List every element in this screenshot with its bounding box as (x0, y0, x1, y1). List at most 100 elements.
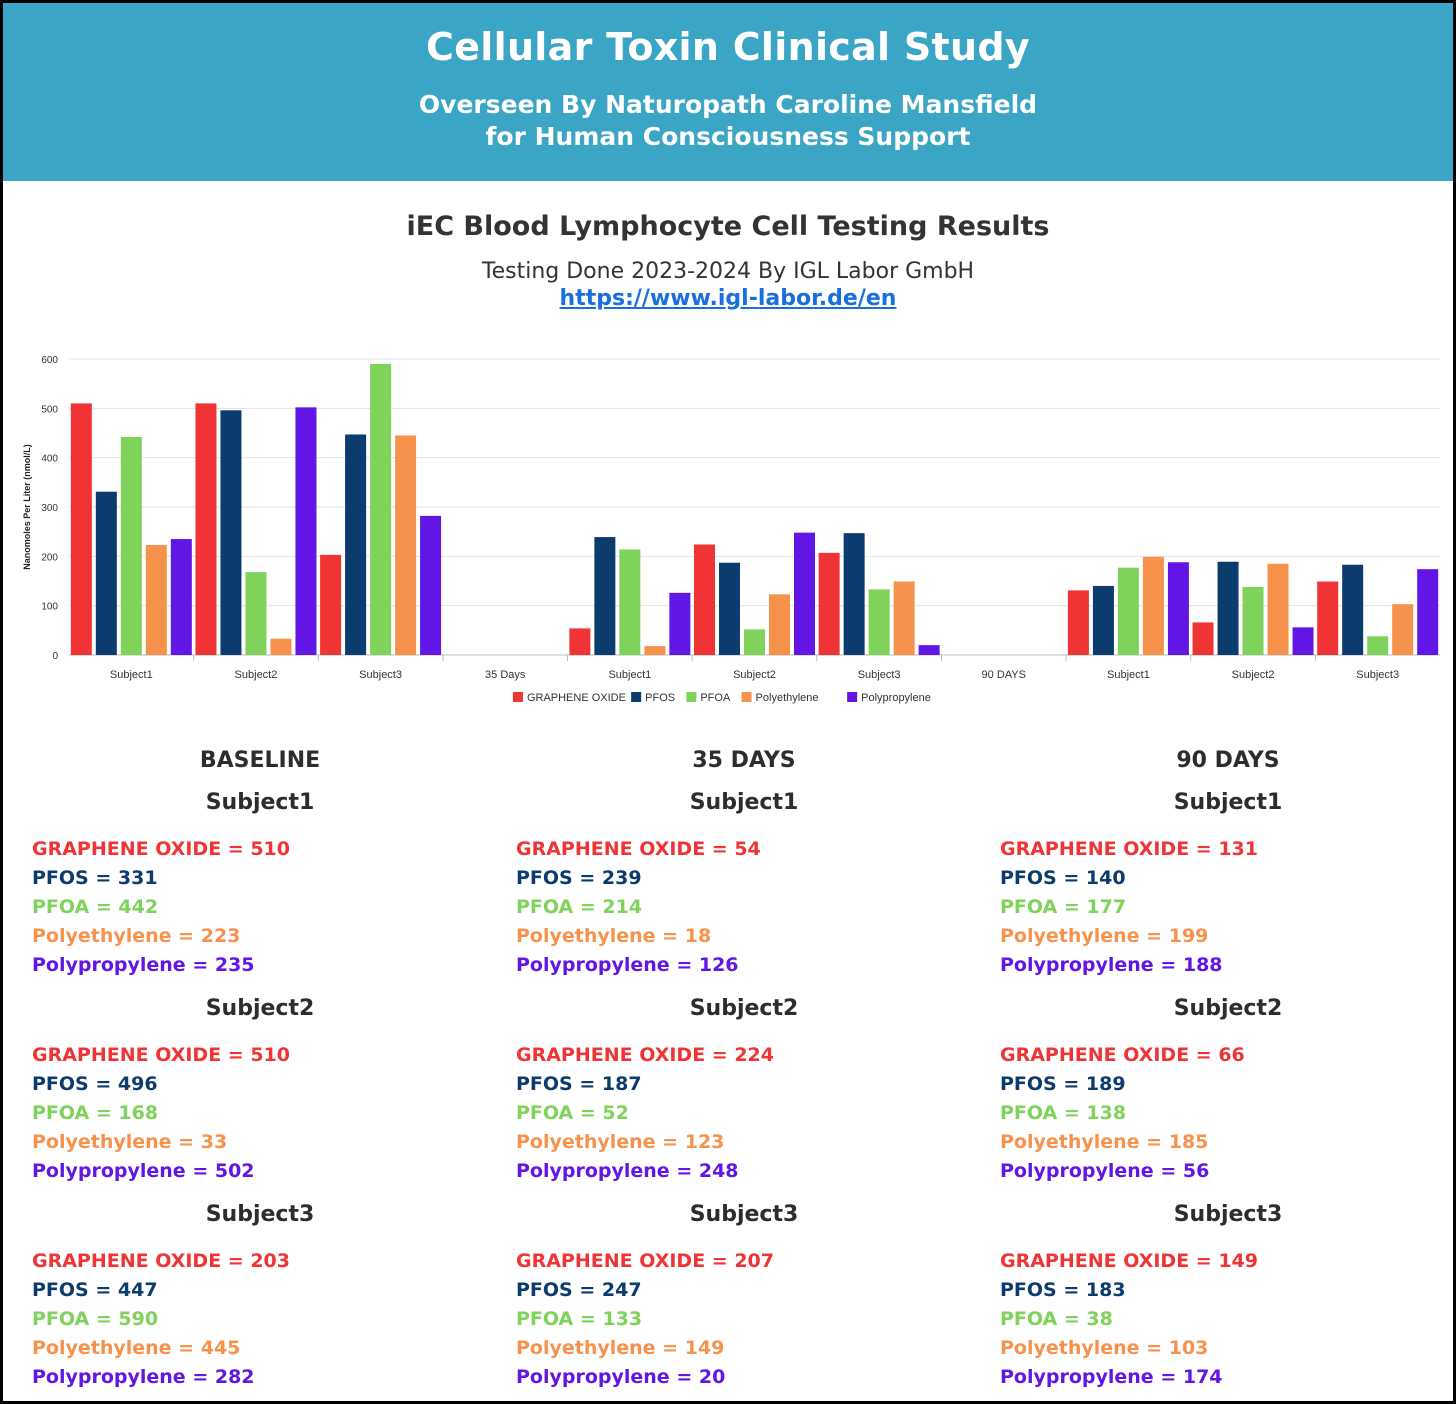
measurement-value: Polyethylene = 223 (32, 925, 241, 947)
bar-pfos (1342, 564, 1364, 655)
bar-pfos (594, 537, 616, 655)
measurement-value: Polypropylene = 126 (516, 954, 739, 976)
testing-line: Testing Done 2023-2024 By IGL Labor GmbH (481, 259, 975, 284)
measurement-value: GRAPHENE OXIDE = 224 (516, 1044, 774, 1066)
x-tick-label: 90 DAYS (982, 669, 1026, 681)
period-column-90-days: 90 DAYS Subject1 GRAPHENE OXIDE = 131 PFOS … (986, 746, 1453, 1401)
measurement-value: GRAPHENE OXIDE = 54 (516, 838, 761, 860)
bar-polyethylene (1142, 556, 1164, 655)
measurement-value: Polyethylene = 18 (516, 925, 712, 947)
page-frame: Cellular Toxin Clinical Study Overseen B… (3, 3, 1453, 1401)
x-tick-label: Subject3 (858, 669, 901, 681)
bar-graphene-oxide (1317, 581, 1339, 655)
bar-polypropylene (794, 532, 815, 655)
period-title: 35 DAYS (692, 748, 796, 773)
x-tick-label: Subject1 (110, 669, 153, 681)
legend-label: Polypropylene (861, 692, 931, 704)
header-banner: Cellular Toxin Clinical Study Overseen B… (3, 3, 1453, 181)
bar-polypropylene (1167, 562, 1189, 655)
y-tick-label: 0 (52, 651, 58, 662)
subject-title: Subject2 (1173, 996, 1283, 1021)
measurement-value: PFOS = 183 (1000, 1279, 1126, 1301)
bar-pfoa (245, 572, 267, 655)
period-column-35-days: 35 DAYS Subject1 GRAPHENE OXIDE = 54 PFOS =… (502, 746, 986, 1401)
x-tick-label: 35 Days (485, 669, 526, 681)
measurement-value: PFOA = 590 (32, 1308, 159, 1330)
bar-pfos (95, 491, 117, 655)
subject-values: GRAPHENE OXIDE = 66 PFOS = 189 PFOA = 138 P… (1000, 1041, 1453, 1186)
bar-graphene-oxide (320, 554, 342, 655)
bar-pfoa (619, 549, 641, 655)
subject-title: Subject3 (1173, 1202, 1283, 1227)
bar-polyethylene (644, 646, 666, 655)
measurement-value: GRAPHENE OXIDE = 131 (1000, 838, 1258, 860)
subject-values: GRAPHENE OXIDE = 149 PFOS = 183 PFOA = 38 P… (1000, 1247, 1453, 1392)
subject-values: GRAPHENE OXIDE = 207 PFOS = 247 PFOA = 133… (516, 1247, 986, 1392)
measurement-value: PFOS = 496 (32, 1073, 158, 1095)
bar-polypropylene (918, 645, 940, 655)
bar-polypropylene (1292, 627, 1314, 655)
measurement-value: Polypropylene = 502 (32, 1160, 255, 1182)
bar-polypropylene (1417, 569, 1439, 655)
legend-label: PFOA (700, 692, 731, 704)
measurement-value: PFOA = 177 (1000, 896, 1127, 918)
measurement-value: PFOA = 138 (1000, 1102, 1127, 1124)
bar-polypropylene (170, 539, 192, 655)
subject-values: GRAPHENE OXIDE = 203 PFOS = 447 PFOA = 590… (32, 1247, 502, 1392)
bar-pfoa (1367, 636, 1389, 655)
subject-title: Subject2 (689, 996, 799, 1021)
report-heading: iEC Blood Lymphocyte Cell Testing Result… (406, 211, 1050, 242)
y-tick-label: 600 (41, 355, 58, 366)
subject-values: GRAPHENE OXIDE = 224 PFOS = 187 PFOA = 52 P… (516, 1041, 986, 1186)
bar-polyethylene (145, 544, 167, 655)
lab-link[interactable]: https://www.igl-labor.de/en (559, 286, 897, 311)
y-axis-label: Nanomoles Per Liter (nmol/L) (22, 444, 32, 570)
measurement-value: Polypropylene = 282 (32, 1366, 255, 1388)
bar-pfoa (370, 363, 392, 655)
bar-polyethylene (395, 435, 417, 655)
subject-values: GRAPHENE OXIDE = 510 PFOS = 331 PFOA = 442… (32, 835, 502, 980)
measurement-value: Polyethylene = 123 (516, 1131, 725, 1153)
measurement-value: GRAPHENE OXIDE = 510 (32, 1044, 290, 1066)
bar-graphene-oxide (1192, 622, 1214, 655)
bar-pfos (220, 410, 242, 655)
bar-polyethylene (1267, 563, 1289, 655)
legend-label: GRAPHENE OXIDE (527, 692, 626, 704)
bar-graphene-oxide (1067, 590, 1089, 655)
measurement-value: PFOA = 52 (516, 1102, 629, 1124)
measurement-value: PFOS = 239 (516, 867, 642, 889)
bar-pfos (843, 533, 865, 655)
measurement-value: PFOA = 168 (32, 1102, 159, 1124)
x-tick-label: Subject2 (733, 669, 776, 681)
bar-pfos (1217, 561, 1239, 655)
bar-pfos (1092, 585, 1114, 655)
bar-pfoa (120, 436, 142, 655)
measurement-value: Polypropylene = 188 (1000, 954, 1223, 976)
measurement-value: Polyethylene = 33 (32, 1131, 228, 1153)
bar-polyethylene (1392, 604, 1414, 655)
x-tick-label: Subject3 (1356, 669, 1399, 681)
bar-polypropylene (295, 407, 317, 655)
measurement-value: GRAPHENE OXIDE = 66 (1000, 1044, 1245, 1066)
page-subtitle: Overseen By Naturopath Caroline Mansfiel… (3, 89, 1453, 153)
measurement-value: PFOA = 214 (516, 896, 643, 918)
subject-values: GRAPHENE OXIDE = 131 PFOS = 140 PFOA = 177… (1000, 835, 1453, 980)
y-tick-label: 100 (41, 602, 58, 613)
measurement-value: PFOS = 447 (32, 1279, 158, 1301)
measurement-value: Polypropylene = 20 (516, 1366, 726, 1388)
legend-label: Polyethylene (756, 692, 819, 704)
subject-values: GRAPHENE OXIDE = 510 PFOS = 496 PFOA = 168… (32, 1041, 502, 1186)
bar-polyethylene (769, 594, 790, 655)
measurement-value: GRAPHENE OXIDE = 207 (516, 1250, 774, 1272)
legend-swatch (847, 692, 858, 702)
y-tick-label: 400 (41, 454, 58, 465)
measurement-value: Polypropylene = 248 (516, 1160, 739, 1182)
page-title: Cellular Toxin Clinical Study (426, 25, 1030, 69)
measurement-value: Polyethylene = 445 (32, 1337, 241, 1359)
bar-graphene-oxide (195, 403, 217, 655)
bar-polyethylene (270, 638, 292, 655)
measurement-value: GRAPHENE OXIDE = 510 (32, 838, 290, 860)
bar-graphene-oxide (569, 628, 591, 655)
measurement-value: Polypropylene = 56 (1000, 1160, 1210, 1182)
bar-pfoa (744, 629, 765, 655)
